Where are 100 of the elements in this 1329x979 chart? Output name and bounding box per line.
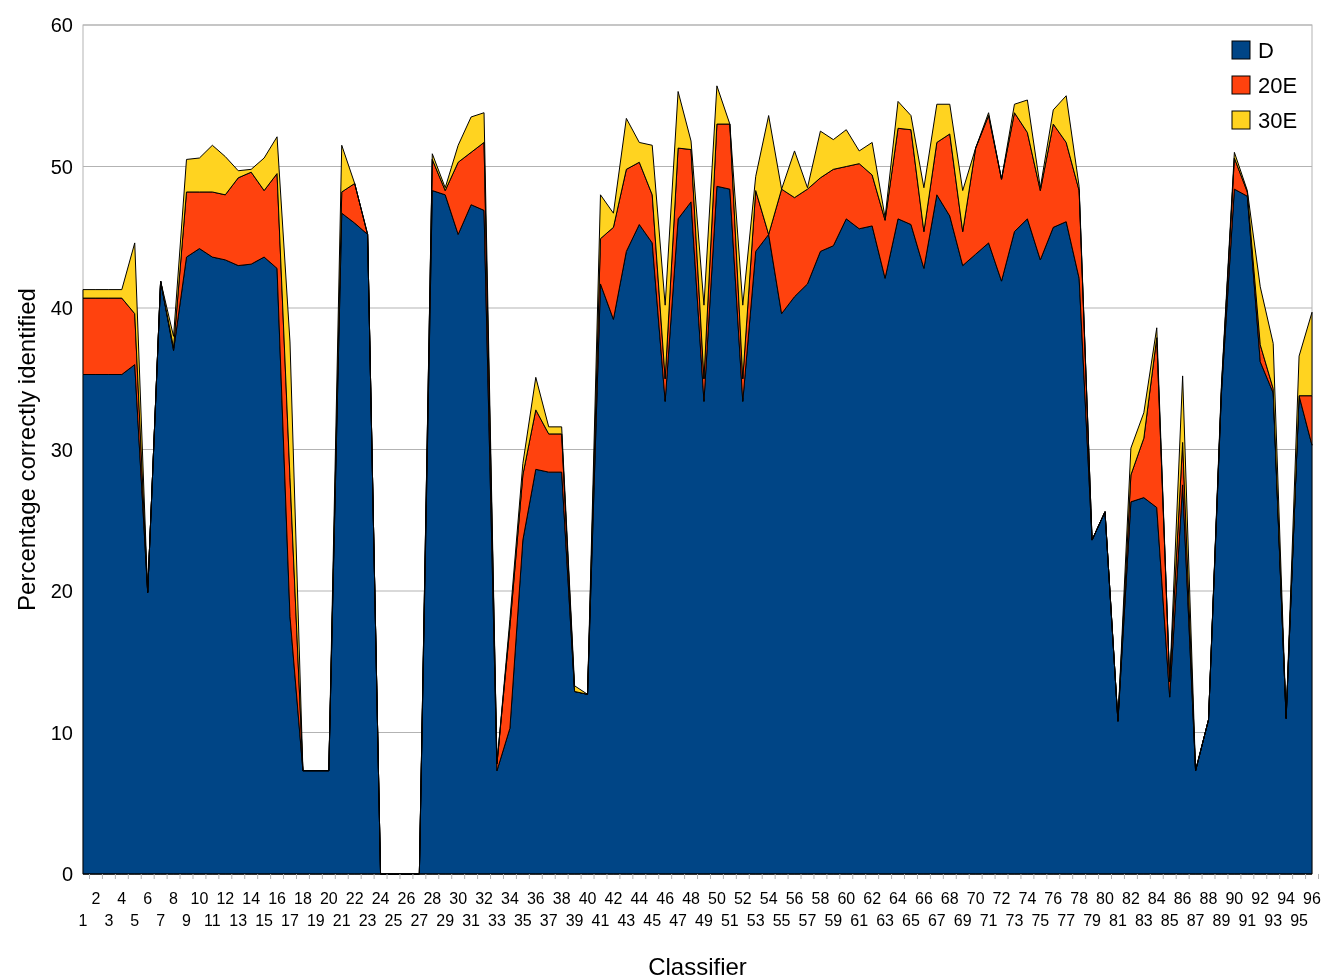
x-tick-label: 30	[449, 890, 468, 907]
legend-label: D	[1258, 37, 1274, 63]
x-tick-label: 72	[992, 890, 1011, 907]
y-tick-label: 60	[50, 14, 73, 36]
x-tick-label: 54	[759, 890, 778, 907]
x-tick-label: 4	[117, 890, 127, 907]
x-tick-label: 2	[91, 890, 101, 907]
x-tick-label: 40	[578, 890, 597, 907]
x-tick-label: 19	[306, 912, 325, 929]
x-tick-label: 89	[1212, 912, 1231, 929]
x-tick-label: 78	[1070, 890, 1089, 907]
x-tick-label: 10	[190, 890, 209, 907]
x-tick-label: 12	[216, 890, 235, 907]
x-tick-label: 45	[643, 912, 662, 929]
x-tick-label: 71	[979, 912, 998, 929]
y-tick-label: 10	[50, 721, 73, 744]
y-tick-label: 20	[50, 580, 73, 602]
x-tick-label: 53	[746, 912, 765, 929]
y-tick-label: 0	[61, 863, 73, 885]
x-tick-label: 24	[371, 890, 390, 907]
x-tick-label: 75	[1031, 912, 1050, 929]
x-tick-label: 62	[863, 890, 882, 907]
x-tick-label: 13	[229, 912, 248, 929]
x-tick-label: 67	[927, 912, 946, 929]
x-tick-label: 92	[1251, 890, 1270, 907]
x-tick-label: 82	[1121, 890, 1140, 907]
x-tick-label: 77	[1057, 912, 1076, 929]
x-tick-label: 94	[1277, 890, 1296, 907]
x-tick-label: 88	[1199, 890, 1218, 907]
x-tick-label: 46	[656, 890, 675, 907]
x-tick-label: 16	[268, 890, 287, 907]
x-tick-label: 74	[1018, 890, 1037, 907]
x-tick-label: 76	[1044, 890, 1063, 907]
x-tick-label: 90	[1225, 890, 1244, 907]
y-axis-title: Percentage correctly identified	[13, 288, 40, 611]
x-tick-label: 87	[1186, 912, 1205, 929]
x-tick-label: 96	[1303, 890, 1321, 907]
x-tick-label: 14	[242, 890, 261, 907]
x-tick-label: 32	[475, 890, 494, 907]
x-tick-label: 21	[332, 912, 351, 929]
x-tick-label: 80	[1096, 890, 1115, 907]
x-tick-label: 44	[630, 890, 649, 907]
x-tick-label: 60	[837, 890, 856, 907]
legend-label: 30E	[1258, 107, 1298, 133]
x-tick-label: 63	[876, 912, 895, 929]
x-tick-label: 34	[501, 890, 519, 907]
x-tick-label: 33	[488, 912, 506, 929]
x-tick-label: 15	[255, 912, 274, 929]
x-tick-label: 69	[953, 912, 972, 929]
x-tick-label: 31	[462, 912, 481, 929]
x-tick-label: 36	[526, 890, 545, 907]
x-tick-label: 84	[1147, 890, 1166, 907]
x-tick-label: 51	[720, 912, 739, 929]
x-tick-label: 38	[552, 890, 571, 907]
x-tick-label: 43	[617, 912, 636, 929]
x-tick-label: 22	[345, 890, 364, 907]
x-tick-label: 91	[1238, 912, 1257, 929]
x-tick-label: 42	[604, 890, 623, 907]
y-tick-label: 30	[50, 438, 73, 461]
x-tick-label: 25	[384, 912, 403, 929]
x-tick-label: 47	[669, 912, 688, 929]
x-tick-label: 9	[182, 912, 192, 929]
x-tick-label: 37	[539, 912, 558, 929]
x-tick-label: 56	[785, 890, 804, 907]
x-tick-label: 61	[850, 912, 869, 929]
x-tick-label: 5	[130, 912, 140, 929]
x-tick-label: 81	[1109, 912, 1127, 929]
x-tick-label: 57	[798, 912, 817, 929]
x-tick-label: 50	[708, 890, 726, 907]
x-tick-label: 11	[204, 912, 221, 929]
x-tick-label: 49	[695, 912, 713, 929]
x-tick-label: 1	[78, 912, 88, 929]
x-tick-label: 41	[591, 912, 610, 929]
x-tick-label: 52	[733, 890, 752, 907]
x-tick-label: 55	[772, 912, 791, 929]
x-tick-label: 70	[966, 890, 985, 907]
x-tick-label: 6	[143, 890, 153, 907]
x-tick-label: 48	[682, 890, 701, 907]
x-tick-label: 8	[169, 890, 179, 907]
x-tick-label: 85	[1160, 912, 1179, 929]
x-tick-label: 93	[1264, 912, 1283, 929]
x-tick-label: 27	[410, 912, 429, 929]
x-tick-label: 58	[811, 890, 830, 907]
y-tick-label: 40	[50, 297, 73, 319]
x-tick-label: 23	[358, 912, 377, 929]
x-tick-label: 18	[294, 890, 312, 907]
x-axis-title: Classifier	[648, 953, 747, 979]
x-tick-label: 29	[436, 912, 455, 929]
x-tick-label: 35	[513, 912, 532, 929]
x-tick-label: 86	[1173, 890, 1192, 907]
x-tick-label: 3	[104, 912, 114, 929]
x-tick-label: 65	[902, 912, 920, 929]
x-tick-label: 17	[281, 912, 299, 929]
x-tick-label: 64	[889, 890, 908, 907]
y-tick-label: 50	[50, 155, 73, 178]
x-tick-label: 7	[156, 912, 166, 929]
x-tick-label: 39	[565, 912, 584, 929]
x-tick-label: 26	[397, 890, 416, 907]
x-tick-label: 73	[1005, 912, 1024, 929]
x-tick-label: 79	[1083, 912, 1102, 929]
